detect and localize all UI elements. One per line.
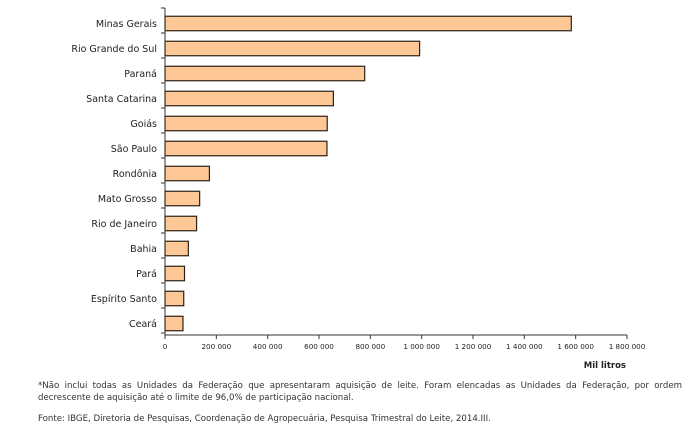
footnote: *Não inclui todas as Unidades da Federaç…: [38, 381, 682, 403]
category-label: Paraná: [124, 69, 157, 80]
x-tick-label: 1 600 000: [557, 342, 594, 351]
category-label: Pará: [136, 269, 157, 280]
x-axis-label: Mil litros: [584, 361, 626, 371]
bar-paraná: [164, 65, 366, 82]
x-tick-label: 600 000: [304, 342, 334, 351]
bar-mato-grosso: [164, 190, 201, 207]
bar-bahia: [164, 240, 189, 257]
category-label: Santa Catarina: [86, 94, 157, 105]
category-label: Rio Grande do Sul: [71, 44, 157, 55]
bar-pará: [164, 265, 186, 282]
category-label: Minas Gerais: [96, 19, 157, 30]
bar-espírito-santo: [164, 290, 185, 307]
bar-rio-de-janeiro: [164, 215, 198, 232]
x-tick-label: 1 800 000: [609, 342, 646, 351]
category-label: Ceará: [129, 319, 157, 330]
x-tick-label: 1 200 000: [455, 342, 492, 351]
x-tick-label: 200 000: [201, 342, 231, 351]
x-tick-label: 1 400 000: [506, 342, 543, 351]
x-tick-label: 0: [163, 342, 168, 351]
category-label: Goiás: [130, 119, 157, 130]
bar-minas-gerais: [164, 15, 572, 32]
category-label: Rondônia: [113, 169, 157, 180]
bar-rondônia: [164, 165, 211, 182]
category-label: São Paulo: [111, 144, 157, 155]
bar-goiás: [164, 115, 328, 132]
bar-santa-catarina: [164, 90, 334, 107]
bar-rio-grande-do-sul: [164, 40, 421, 57]
source-note: Fonte: IBGE, Diretoria de Pesquisas, Coo…: [38, 414, 491, 424]
bar-ceará: [164, 315, 184, 332]
category-label: Espírito Santo: [91, 294, 157, 305]
x-tick-label: 1 000 000: [403, 342, 440, 351]
x-tick-label: 800 000: [355, 342, 385, 351]
x-tick-label: 400 000: [253, 342, 283, 351]
category-label: Rio de Janeiro: [91, 219, 157, 230]
category-label: Mato Grosso: [98, 194, 157, 205]
bar-são-paulo: [164, 140, 328, 157]
category-label: Bahia: [130, 244, 157, 255]
